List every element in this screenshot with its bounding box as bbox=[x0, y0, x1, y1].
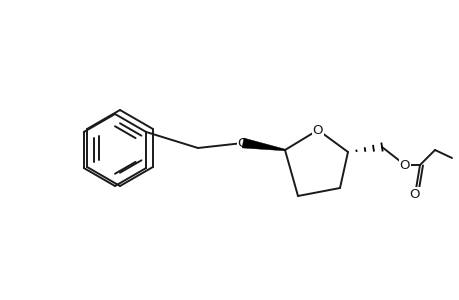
Text: O: O bbox=[237, 136, 248, 149]
Polygon shape bbox=[241, 138, 285, 151]
Text: O: O bbox=[312, 124, 323, 136]
Text: O: O bbox=[409, 188, 420, 202]
Text: O: O bbox=[399, 158, 409, 172]
